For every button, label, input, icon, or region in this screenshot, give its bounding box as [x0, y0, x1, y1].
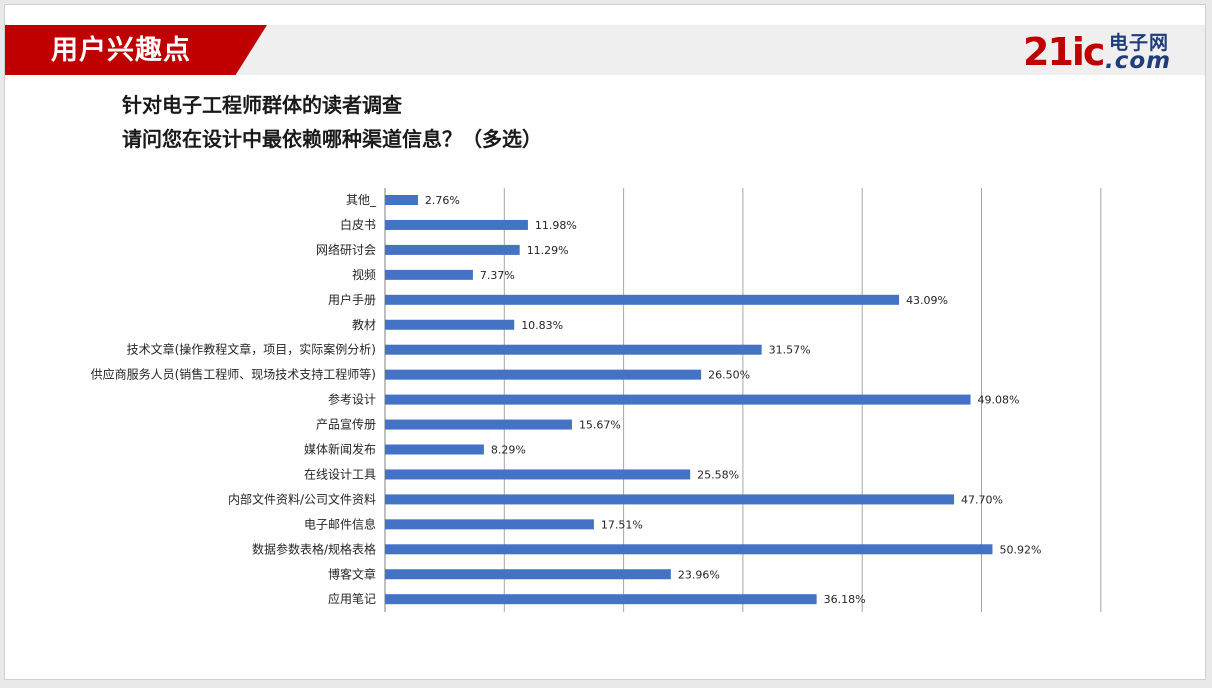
logo-domain: .com: [1105, 48, 1172, 74]
chart-category-label: 电子邮件信息: [304, 516, 376, 531]
chart-category-label: 白皮书: [340, 217, 376, 232]
section-title: 用户兴趣点: [51, 35, 191, 66]
chart-category-label: 在线设计工具: [304, 467, 376, 481]
bar-chart: 其他_ 白皮书网络研讨会视频用户手册教材技术文章(操作教程文章，项目，实际案例分析…: [91, 188, 1102, 612]
chart-value-label: 11.29%: [527, 244, 569, 257]
chart-bar: [385, 544, 993, 555]
chart-category-label: 产品宣传册: [316, 417, 376, 432]
brand-logo: 21ic 电子网 .com: [1023, 31, 1189, 75]
chart-category-label: 参考设计: [328, 392, 376, 407]
chart-value-label: 2.76%: [425, 194, 460, 207]
section-tab: [5, 25, 267, 75]
chart-category-label: 用户手册: [328, 292, 376, 307]
chart-category-label: 内部文件资料/公司文件资料: [228, 491, 376, 506]
chart-category-label: 视频: [352, 267, 376, 282]
slide: 用户兴趣点 21ic 电子网 .com 针对电子工程师群体的读者调查 请问您在设…: [4, 4, 1206, 680]
chart-category-label: 网络研讨会: [316, 242, 376, 257]
chart-bar: [385, 244, 520, 255]
chart-bar: [385, 394, 971, 405]
chart-value-label: 26.50%: [708, 369, 750, 382]
chart-value-label: 7.37%: [480, 269, 515, 282]
chart-value-label: 8.29%: [491, 444, 526, 457]
chart-value-label: 25.58%: [697, 468, 739, 481]
chart-bar: [385, 369, 702, 380]
chart-category-label: 媒体新闻发布: [304, 442, 376, 457]
chart-value-label: 17.51%: [601, 518, 643, 531]
chart-category-label: 教材: [352, 317, 376, 332]
chart-bar: [385, 195, 418, 205]
chart-value-label: 49.08%: [978, 394, 1020, 407]
logo-chinese: 电子网: [1109, 32, 1170, 54]
chart-bar: [385, 219, 528, 230]
chart-category-label: 数据参数表格/规格表格: [252, 541, 376, 556]
chart-category-label: 供应商服务人员(销售工程师、现场技术支持工程师等): [91, 367, 376, 382]
chart-value-label: 50.92%: [999, 543, 1041, 556]
chart-value-label: 43.09%: [906, 294, 948, 307]
chart-value-label: 11.98%: [535, 219, 577, 232]
chart-bar: [385, 519, 594, 530]
chart-bar: [385, 419, 572, 430]
chart-value-label: 47.70%: [961, 493, 1003, 506]
chart-subtitle: 请问您在设计中最依赖哪种渠道信息？（多选）: [122, 127, 542, 151]
chart-category-label: 技术文章(操作教程文章，项目，实际案例分析): [127, 342, 376, 357]
chart-value-labels: 2.76% 11.98% 11.29% 7.37% 43.09% 10.83% 31.57%…: [425, 194, 1042, 606]
chart-value-label: 36.18%: [824, 593, 866, 606]
chart-bar: [385, 294, 900, 305]
chart-category-label: 应用笔记: [328, 591, 376, 606]
chart-bars: [385, 195, 993, 605]
chart-title: 针对电子工程师群体的读者调查: [122, 93, 402, 117]
chart-bar: [385, 319, 515, 330]
logo-number: 21ic: [1023, 30, 1105, 74]
chart-value-label: 15.67%: [579, 419, 621, 432]
chart-bar: [385, 469, 691, 480]
chart-bar: [385, 569, 671, 580]
chart-value-label: 23.96%: [678, 568, 720, 581]
chart-category-label: 其他_: [346, 193, 377, 207]
chart-bar: [385, 269, 473, 280]
chart-value-label: 10.83%: [521, 319, 563, 332]
chart-category-labels: 其他_ 白皮书网络研讨会视频用户手册教材技术文章(操作教程文章，项目，实际案例分析…: [91, 193, 377, 606]
chart-value-label: 31.57%: [769, 344, 811, 357]
chart-bar: [385, 594, 817, 605]
chart-category-label: 博客文章: [328, 566, 376, 581]
chart-bar: [385, 344, 762, 355]
chart-bar: [385, 444, 484, 455]
chart-bar: [385, 494, 955, 505]
